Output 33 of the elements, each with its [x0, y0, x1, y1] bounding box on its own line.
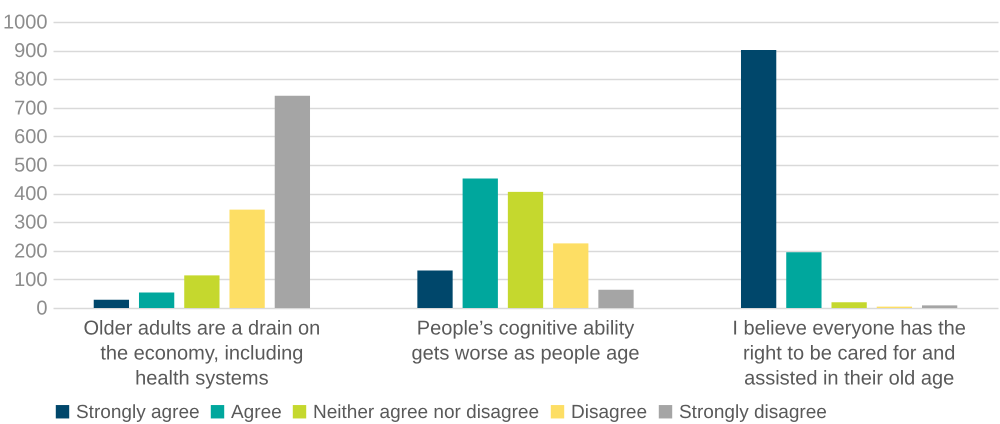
y-tick-label: 900: [14, 40, 48, 62]
legend-label: Disagree: [571, 402, 648, 423]
bar: [786, 252, 822, 308]
bar: [94, 300, 130, 308]
x-tick-label: People’s cognitive ability gets worse as people age: [412, 318, 640, 364]
y-tick-label: 1000: [3, 12, 48, 34]
bar: [138, 292, 174, 308]
bar: [508, 192, 544, 308]
y-tick-label: 300: [14, 212, 48, 234]
legend-label: Neither agree nor disagree: [313, 402, 540, 423]
y-tick-label: 400: [14, 183, 48, 206]
bar: [598, 290, 634, 308]
legend-label: Strongly agree: [76, 402, 200, 423]
legend-label: Strongly disagree: [679, 402, 827, 423]
x-tick-label: Older adults are a drain on the economy, including health systems: [83, 318, 320, 390]
y-tick-label: 500: [14, 154, 48, 176]
bar: [553, 243, 588, 308]
y-tick-label: 600: [14, 126, 48, 148]
y-tick-label: 0: [36, 298, 48, 320]
bar: [184, 275, 220, 308]
bar: [462, 178, 498, 308]
legend-label: Agree: [231, 402, 282, 423]
bar: [229, 210, 265, 308]
bar: [274, 96, 310, 308]
bar: [831, 302, 867, 308]
x-tick-label: I believe everyone has the right to be cared for and assisted in their old age: [732, 318, 966, 390]
bar: [417, 270, 453, 308]
y-tick-label: 800: [14, 68, 48, 91]
y-tick-label: 100: [14, 268, 48, 291]
y-tick-label: 700: [14, 97, 48, 120]
bar: [740, 50, 776, 308]
bar: [922, 305, 958, 308]
y-tick-label: 200: [14, 240, 48, 262]
